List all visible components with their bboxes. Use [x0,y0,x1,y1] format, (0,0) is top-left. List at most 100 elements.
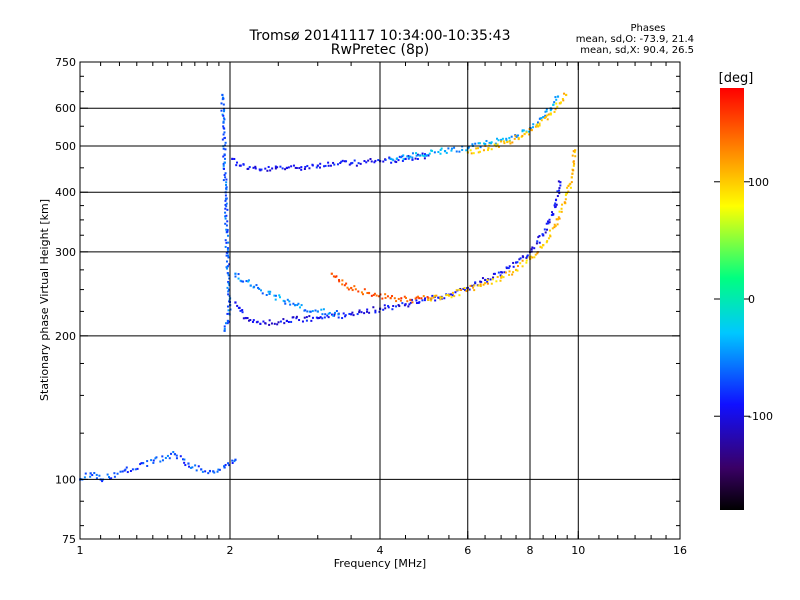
echo-point [557,216,560,219]
echo-point [564,194,567,197]
echo-point [308,315,311,318]
echo-point [332,314,335,317]
echo-point [422,295,425,298]
echo-point [164,456,167,459]
echo-point [411,152,414,155]
echo-point [221,138,224,141]
echo-point [335,275,338,278]
echo-point [473,289,476,292]
echo-point [306,310,309,313]
echo-point [443,150,447,153]
echo-point [445,151,448,154]
echo-point [121,470,124,473]
echo-point [256,320,259,323]
echo-point [404,296,407,299]
echo-point [222,125,225,128]
echo-point [411,156,414,159]
echo-point [303,167,306,170]
colorbar-ticks: 100 0 -100 [714,176,773,423]
echo-point [451,294,454,297]
echo-point [492,276,495,279]
echo-point [182,458,185,461]
echo-point [525,259,528,262]
echo-point [402,158,405,161]
echo-point [415,302,418,305]
echo-point [449,293,452,296]
echo-point [424,153,427,156]
echo-point [252,166,255,169]
echo-point [279,320,282,323]
echo-point [226,247,229,250]
echo-point [374,159,377,162]
echo-point [548,229,551,232]
echo-point [224,322,227,325]
echo-point [477,151,480,154]
echo-point [223,173,226,176]
echo-point [521,259,524,262]
echo-point [286,298,289,301]
echo-point [221,93,224,97]
echo-point [529,255,532,258]
echo-point [298,319,301,322]
echo-point [561,203,564,206]
echo-point [274,294,277,297]
echo-point [252,319,255,322]
echo-point [119,470,122,473]
echo-point [515,261,518,264]
echo-point [493,143,496,146]
echo-point [446,294,449,297]
echo-point [357,290,360,293]
echo-point [546,118,549,121]
echo-point [89,475,92,478]
echo-point [415,152,418,155]
echo-point [425,154,428,157]
echo-point [226,312,229,315]
echo-point [327,312,330,315]
echo-point [503,271,506,274]
echo-point [225,202,228,205]
echo-point [395,161,398,164]
echo-point [392,159,395,162]
echo-point [372,294,375,297]
echo-point [231,461,234,464]
echo-point [516,261,519,264]
echo-point [508,140,511,143]
echo-point [295,167,298,170]
echo-point [277,321,280,324]
y-tick-label: 75 [62,533,76,546]
echo-point [360,311,363,314]
echo-point [515,135,518,138]
echo-point [170,452,173,455]
echo-point [486,282,489,285]
echo-point [423,299,426,302]
echo-point [409,298,412,301]
echo-point [224,194,227,197]
echo-point [551,227,554,230]
echo-point [224,215,227,218]
echo-point [538,122,541,125]
echo-point [356,313,359,316]
echo-point [289,303,292,306]
echo-point [384,158,387,161]
echo-point [560,210,563,213]
echo-point [283,322,286,325]
echo-point [175,457,178,460]
echo-point [223,325,226,328]
echo-point [222,103,225,106]
echo-point [276,323,279,326]
echo-point [228,283,231,286]
echo-point [414,157,417,160]
echo-point [222,162,225,165]
echo-point [521,265,524,268]
echo-point [525,261,528,264]
echo-point [460,289,463,292]
echo-point [240,280,243,283]
echo-point [228,263,231,266]
echo-point [550,107,553,110]
echo-point [316,164,319,167]
echo-point [262,320,265,323]
echo-point [372,306,375,309]
echo-point [223,466,226,469]
echo-point [537,121,540,124]
